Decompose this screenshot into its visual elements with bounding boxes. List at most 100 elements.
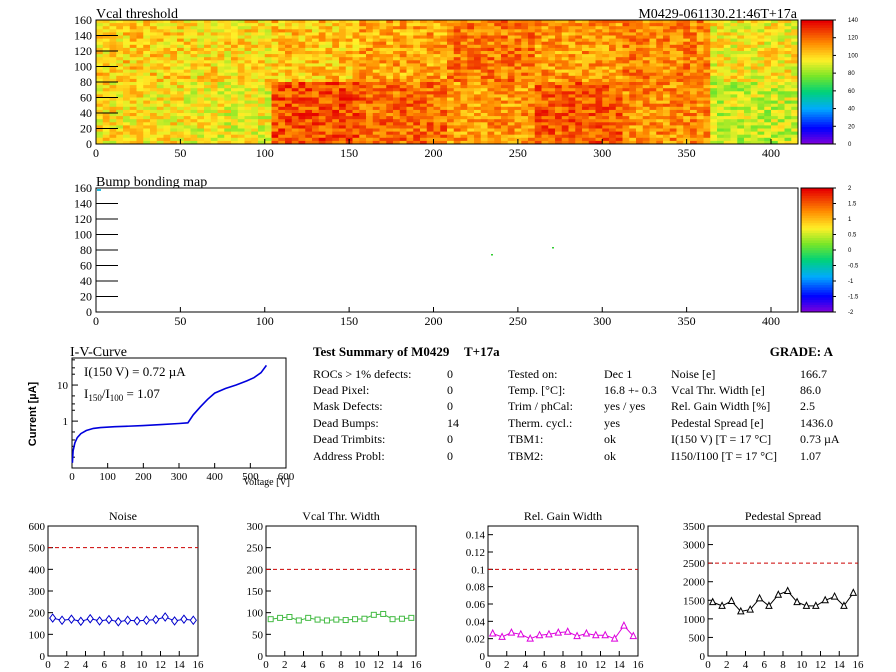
threshold-cell <box>170 125 178 129</box>
threshold-cell <box>386 78 394 83</box>
threshold-cell <box>487 91 495 95</box>
threshold-cell <box>190 85 198 89</box>
threshold-cell <box>318 134 326 139</box>
threshold-cell <box>622 82 630 86</box>
threshold-cell <box>264 137 272 142</box>
threshold-cell <box>507 82 515 86</box>
threshold-cell <box>501 131 509 136</box>
roc-data-point <box>802 601 811 609</box>
threshold-cell <box>339 20 347 24</box>
threshold-cell <box>730 122 738 126</box>
threshold-cell <box>359 85 367 89</box>
threshold-cell <box>285 88 293 92</box>
threshold-cell <box>764 57 772 61</box>
threshold-cell <box>150 134 158 139</box>
threshold-cell <box>143 23 151 27</box>
threshold-cell <box>669 54 677 58</box>
bump-palette-label: -0.5 <box>848 264 859 270</box>
threshold-cell <box>305 103 313 108</box>
threshold-cell <box>278 103 286 108</box>
threshold-cell <box>602 122 610 126</box>
threshold-cell <box>413 35 421 39</box>
threshold-cell <box>487 122 495 126</box>
threshold-cell <box>642 69 650 74</box>
threshold-cell <box>156 140 164 145</box>
threshold-cell <box>521 119 529 123</box>
threshold-cell <box>710 88 718 92</box>
threshold-cell <box>325 88 333 92</box>
threshold-cell <box>197 134 205 139</box>
threshold-cell <box>386 69 394 74</box>
threshold-cell <box>420 32 428 36</box>
threshold-cell <box>264 72 272 77</box>
threshold-cell <box>723 57 731 61</box>
threshold-cell <box>588 134 596 139</box>
threshold-cell <box>96 57 104 61</box>
threshold-cell <box>406 20 414 24</box>
threshold-cell <box>669 116 677 120</box>
threshold-cell <box>622 63 630 67</box>
threshold-cell <box>345 134 353 139</box>
threshold-cell <box>291 88 299 92</box>
threshold-cell <box>96 137 104 142</box>
threshold-cell <box>197 125 205 129</box>
threshold-cell <box>217 47 225 52</box>
roc-y-tick-label: 2000 <box>683 577 706 589</box>
threshold-cell <box>102 29 110 33</box>
threshold-cell <box>345 29 353 33</box>
threshold-cell <box>264 85 272 89</box>
roc-x-tick-label: 10 <box>354 659 366 671</box>
threshold-cell <box>528 109 536 114</box>
threshold-cell <box>399 85 407 89</box>
threshold-cell <box>487 116 495 120</box>
threshold-cell <box>318 78 326 83</box>
threshold-cell <box>339 69 347 74</box>
threshold-cell <box>757 122 765 126</box>
threshold-cell <box>197 29 205 33</box>
threshold-cell <box>548 137 556 142</box>
threshold-cell <box>420 85 428 89</box>
threshold-cell <box>717 60 725 64</box>
roc-data-point <box>812 601 820 609</box>
threshold-cell <box>433 116 441 120</box>
threshold-cell <box>588 91 596 95</box>
threshold-cell <box>156 51 164 55</box>
threshold-cell <box>136 78 144 83</box>
threshold-cell <box>170 94 178 98</box>
threshold-cell <box>399 119 407 123</box>
threshold-cell <box>352 134 360 139</box>
roc-data-point <box>629 631 638 640</box>
threshold-cell <box>568 82 576 86</box>
bump-palette-band <box>801 267 833 271</box>
threshold-cell <box>312 66 320 70</box>
roc-y-tick-label: 200 <box>29 608 46 620</box>
roc-data-point <box>398 615 405 622</box>
summary-defect-label: Dead Bumps: <box>313 416 379 430</box>
threshold-cell <box>170 103 178 108</box>
threshold-cell <box>690 140 698 145</box>
threshold-cell <box>399 128 407 132</box>
threshold-cell <box>501 106 509 111</box>
threshold-cell <box>534 54 542 58</box>
threshold-cell <box>548 128 556 132</box>
threshold-cell <box>507 134 515 139</box>
threshold-cell <box>143 100 151 105</box>
threshold-cell <box>690 72 698 77</box>
threshold-cell <box>636 128 644 132</box>
threshold-cell <box>656 125 664 129</box>
threshold-cell <box>696 82 704 86</box>
threshold-cell <box>460 29 468 33</box>
threshold-cell <box>413 29 421 33</box>
threshold-cell <box>629 60 637 64</box>
threshold-cell <box>636 125 644 129</box>
threshold-cell <box>541 57 549 61</box>
threshold-cell <box>582 72 590 77</box>
threshold-cell <box>224 35 232 39</box>
threshold-cell <box>399 106 407 111</box>
threshold-cell <box>737 35 745 39</box>
threshold-cell <box>150 125 158 129</box>
threshold-cell <box>183 137 191 142</box>
threshold-cell <box>737 91 745 95</box>
threshold-cell <box>210 103 218 108</box>
threshold-cell <box>413 47 421 52</box>
